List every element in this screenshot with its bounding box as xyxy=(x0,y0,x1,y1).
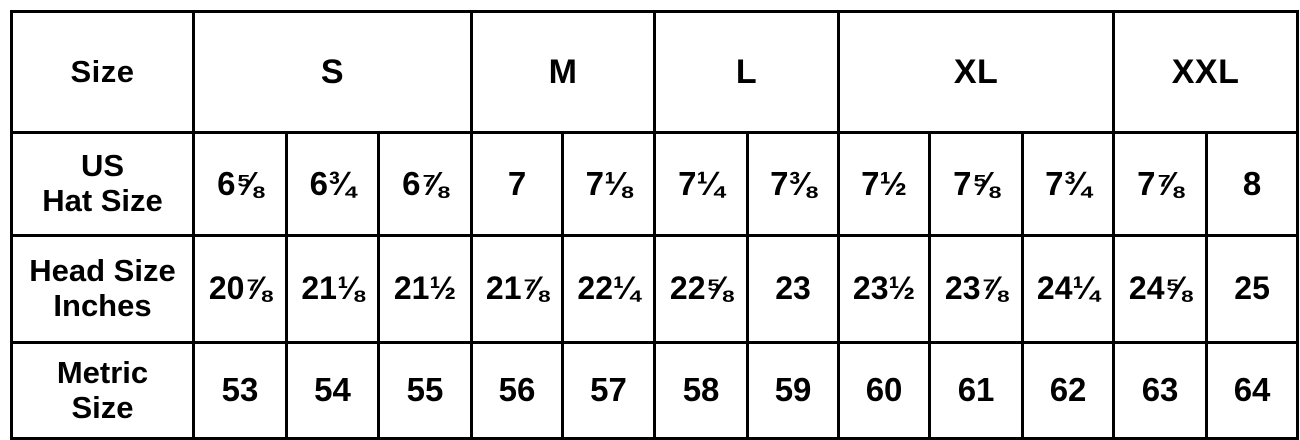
us-hat-size-cell-7: 7⅜ xyxy=(748,133,839,236)
us-hat-size-cell-8: 7½ xyxy=(839,133,930,236)
metric-size-cell-7: 59 xyxy=(748,343,839,439)
metric-size-cell-1: 53 xyxy=(194,343,287,439)
us-hat-size-cell-1: 6⅝ xyxy=(194,133,287,236)
table-row-head-size-inches: Head Size Inches 20⅞ 21⅛ 21½ 21⅞ 22¼ 22⅝… xyxy=(12,236,1300,343)
size-group-l: L xyxy=(655,12,839,133)
us-hat-size-cell-11: 7⅞ xyxy=(1114,133,1207,236)
table-row-metric-size: Metric Size 53 54 55 56 57 58 59 60 61 6… xyxy=(12,343,1300,439)
us-hat-size-cell-5: 7⅛ xyxy=(563,133,655,236)
metric-size-cell-9: 61 xyxy=(930,343,1023,439)
head-size-inches-cell-1: 20⅞ xyxy=(194,236,287,343)
row-header-metric-size: Metric Size xyxy=(12,343,194,439)
size-chart-table: Size S M L XL XXL US Hat Size 6⅝ 6¾ 6⅞ 7… xyxy=(10,10,1300,440)
head-size-inches-cell-12: 25 xyxy=(1207,236,1298,343)
head-size-inches-cell-8: 23½ xyxy=(839,236,930,343)
metric-size-cell-2: 54 xyxy=(287,343,379,439)
us-hat-size-cell-12: 8 xyxy=(1207,133,1298,236)
us-hat-size-cell-9: 7⅝ xyxy=(930,133,1023,236)
metric-size-cell-4: 56 xyxy=(472,343,563,439)
head-size-inches-cell-7: 23 xyxy=(748,236,839,343)
metric-size-cell-11: 63 xyxy=(1114,343,1207,439)
head-size-inches-cell-10: 24¼ xyxy=(1023,236,1114,343)
head-size-inches-cell-6: 22⅝ xyxy=(655,236,748,343)
size-group-xxl: XXL xyxy=(1114,12,1298,133)
head-size-inches-cell-9: 23⅞ xyxy=(930,236,1023,343)
metric-size-cell-10: 62 xyxy=(1023,343,1114,439)
metric-size-cell-5: 57 xyxy=(563,343,655,439)
table-row-size-groups: Size S M L XL XXL xyxy=(12,12,1300,133)
head-size-inches-cell-11: 24⅝ xyxy=(1114,236,1207,343)
us-hat-size-cell-4: 7 xyxy=(472,133,563,236)
metric-size-cell-6: 58 xyxy=(655,343,748,439)
metric-size-cell-8: 60 xyxy=(839,343,930,439)
us-hat-size-cell-6: 7¼ xyxy=(655,133,748,236)
head-size-inches-cell-2: 21⅛ xyxy=(287,236,379,343)
metric-size-cell-12: 64 xyxy=(1207,343,1298,439)
size-group-m: M xyxy=(472,12,655,133)
metric-size-cell-3: 55 xyxy=(379,343,472,439)
us-hat-size-cell-10: 7¾ xyxy=(1023,133,1114,236)
size-group-xl: XL xyxy=(839,12,1114,133)
head-size-inches-cell-4: 21⅞ xyxy=(472,236,563,343)
row-header-size: Size xyxy=(12,12,194,133)
size-group-s: S xyxy=(194,12,472,133)
head-size-inches-cell-5: 22¼ xyxy=(563,236,655,343)
us-hat-size-cell-2: 6¾ xyxy=(287,133,379,236)
row-header-us-hat-size: US Hat Size xyxy=(12,133,194,236)
head-size-inches-cell-3: 21½ xyxy=(379,236,472,343)
us-hat-size-cell-3: 6⅞ xyxy=(379,133,472,236)
row-header-head-size-inches: Head Size Inches xyxy=(12,236,194,343)
table-row-us-hat-size: US Hat Size 6⅝ 6¾ 6⅞ 7 7⅛ 7¼ 7⅜ 7½ 7⅝ 7¾… xyxy=(12,133,1300,236)
